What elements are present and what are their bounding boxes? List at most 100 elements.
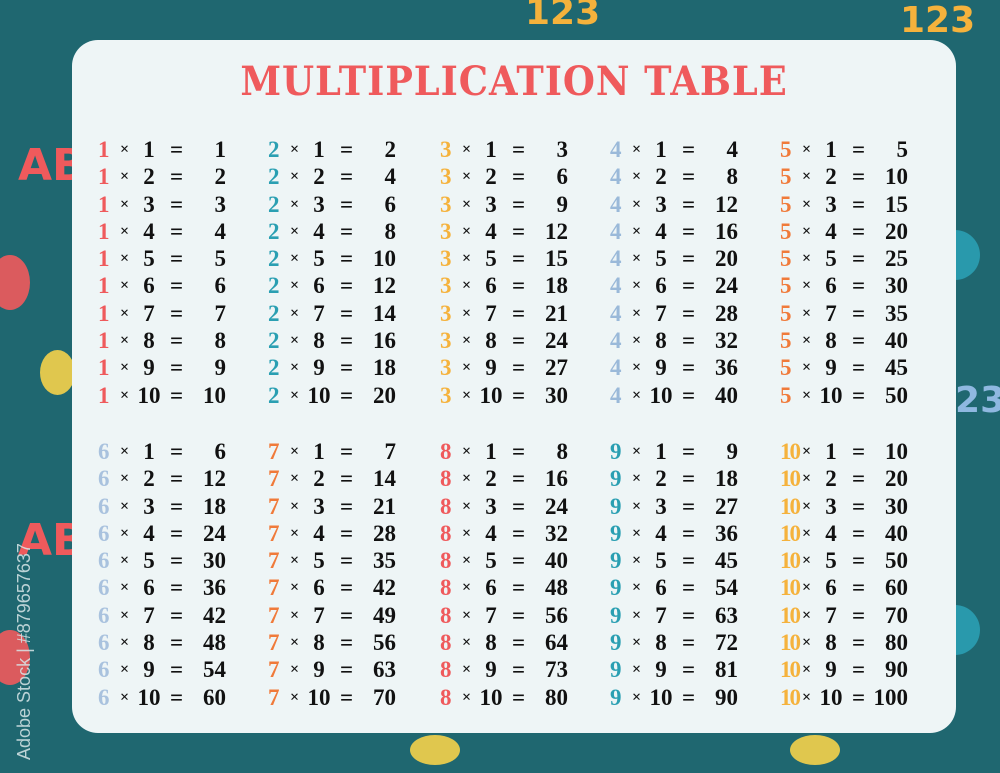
table-row: 4 × 6 = 24 — [610, 272, 780, 299]
equals-sign: = — [682, 382, 696, 408]
multiplicand: 3 — [440, 300, 452, 326]
times-sign: × — [632, 332, 642, 350]
multiplicand: 10 — [780, 493, 801, 519]
times-sign: × — [290, 277, 300, 295]
product: 36 — [715, 355, 738, 381]
product: 21 — [545, 300, 568, 326]
multiplier: 10 — [819, 382, 843, 408]
times-sign: × — [462, 579, 472, 597]
times-sign: × — [120, 470, 130, 488]
equals-sign: = — [170, 575, 184, 601]
table-row: 7 × 8 = 56 — [268, 629, 438, 656]
table-row: 5 × 2 = 10 — [780, 163, 950, 190]
equals-sign: = — [340, 218, 354, 244]
multiplier: 1 — [825, 137, 837, 162]
multiplicand: 1 — [98, 328, 110, 354]
table-row: 9 × 9 = 81 — [610, 656, 780, 683]
multiplier: 10 — [479, 684, 503, 710]
product: 7 — [214, 300, 227, 326]
multiplicand: 2 — [268, 191, 280, 217]
equals-sign: = — [340, 246, 354, 272]
multiplicand: 3 — [440, 218, 452, 244]
multiplicand: 10 — [780, 439, 801, 464]
equals-sign: = — [512, 548, 526, 574]
multiplicand: 4 — [610, 218, 622, 244]
multiplicand: 9 — [610, 466, 622, 492]
product: 72 — [715, 630, 738, 656]
times-table-3: 3 × 1 = 3 3 × 2 = 6 3 × 3 = 9 3 × 4 = 12 3 × 5 = 15 3 × 6 = 18 3 × 7 = 21 3… — [440, 136, 610, 409]
times-table-10: 10 × 1 = 10 10 × 2 = 20 10 × 3 = 30 10 × 4 = 40 10 × 5 = 50 10 × 6 =… — [780, 438, 950, 711]
times-sign: × — [462, 222, 472, 240]
table-row: 2 × 3 = 6 — [268, 191, 438, 218]
product: 28 — [715, 300, 738, 326]
product: 54 — [203, 657, 226, 683]
times-sign: × — [802, 470, 812, 488]
equals-sign: = — [170, 520, 184, 546]
table-row: 6 × 6 = 36 — [98, 574, 268, 601]
times-sign: × — [290, 634, 300, 652]
multiplicand: 8 — [440, 575, 452, 601]
product: 14 — [373, 300, 396, 326]
decor-numbers: 123 — [525, 0, 601, 33]
table-row: 1 × 10 = 10 — [98, 382, 268, 409]
multiplier: 3 — [143, 191, 155, 217]
multiplicand: 2 — [268, 328, 280, 354]
equals-sign: = — [340, 657, 354, 683]
multiplicand: 8 — [440, 630, 452, 656]
table-row: 7 × 4 = 28 — [268, 520, 438, 547]
multiplicand: 3 — [440, 273, 452, 299]
equals-sign: = — [852, 273, 866, 299]
multiplier: 9 — [825, 355, 837, 381]
times-table-4: 4 × 1 = 4 4 × 2 = 8 4 × 3 = 12 4 × 4 = 16 4 × 5 = 20 4 × 6 = 24 4 × 7 = 28… — [610, 136, 780, 409]
multiplicand: 3 — [440, 355, 452, 381]
product: 8 — [214, 328, 227, 354]
product: 12 — [715, 191, 738, 217]
product: 42 — [203, 602, 226, 628]
times-sign: × — [120, 443, 130, 460]
equals-sign: = — [512, 300, 526, 326]
times-sign: × — [462, 195, 472, 213]
times-sign: × — [462, 497, 472, 515]
product: 24 — [545, 328, 568, 354]
product: 56 — [545, 602, 568, 628]
multiplicand: 7 — [268, 575, 280, 601]
multiplier: 3 — [655, 191, 667, 217]
times-sign: × — [120, 332, 130, 350]
table-row: 10 × 1 = 10 — [780, 438, 950, 465]
table-row: 6 × 9 = 54 — [98, 656, 268, 683]
table-row: 3 × 3 = 9 — [440, 191, 610, 218]
equals-sign: = — [340, 493, 354, 519]
multiplier: 5 — [313, 246, 325, 272]
times-sign: × — [120, 141, 130, 158]
times-sign: × — [462, 661, 472, 679]
times-sign: × — [290, 606, 300, 624]
multiplier: 8 — [313, 630, 325, 656]
product: 48 — [203, 630, 226, 656]
product: 45 — [885, 355, 908, 381]
times-sign: × — [802, 579, 812, 597]
multiplier: 8 — [485, 630, 497, 656]
multiplier: 2 — [825, 164, 837, 190]
table-row: 8 × 7 = 56 — [440, 602, 610, 629]
multiplier: 7 — [313, 300, 325, 326]
product: 30 — [885, 493, 908, 519]
table-row: 2 × 2 = 4 — [268, 163, 438, 190]
multiplicand: 3 — [440, 164, 452, 190]
multiplicand: 6 — [98, 493, 110, 519]
multiplier: 4 — [313, 218, 325, 244]
times-sign: × — [290, 386, 300, 404]
times-sign: × — [802, 304, 812, 322]
equals-sign: = — [340, 548, 354, 574]
equals-sign: = — [852, 137, 866, 162]
table-row: 10 × 8 = 80 — [780, 629, 950, 656]
multiplier: 5 — [655, 548, 667, 574]
product: 4 — [214, 218, 227, 244]
multiplicand: 9 — [610, 548, 622, 574]
times-sign: × — [632, 141, 642, 158]
product: 80 — [885, 630, 908, 656]
table-row: 10 × 10 = 100 — [780, 684, 950, 711]
multiplicand: 6 — [98, 439, 110, 464]
product: 10 — [373, 246, 396, 272]
multiplicand: 4 — [610, 355, 622, 381]
equals-sign: = — [512, 657, 526, 683]
